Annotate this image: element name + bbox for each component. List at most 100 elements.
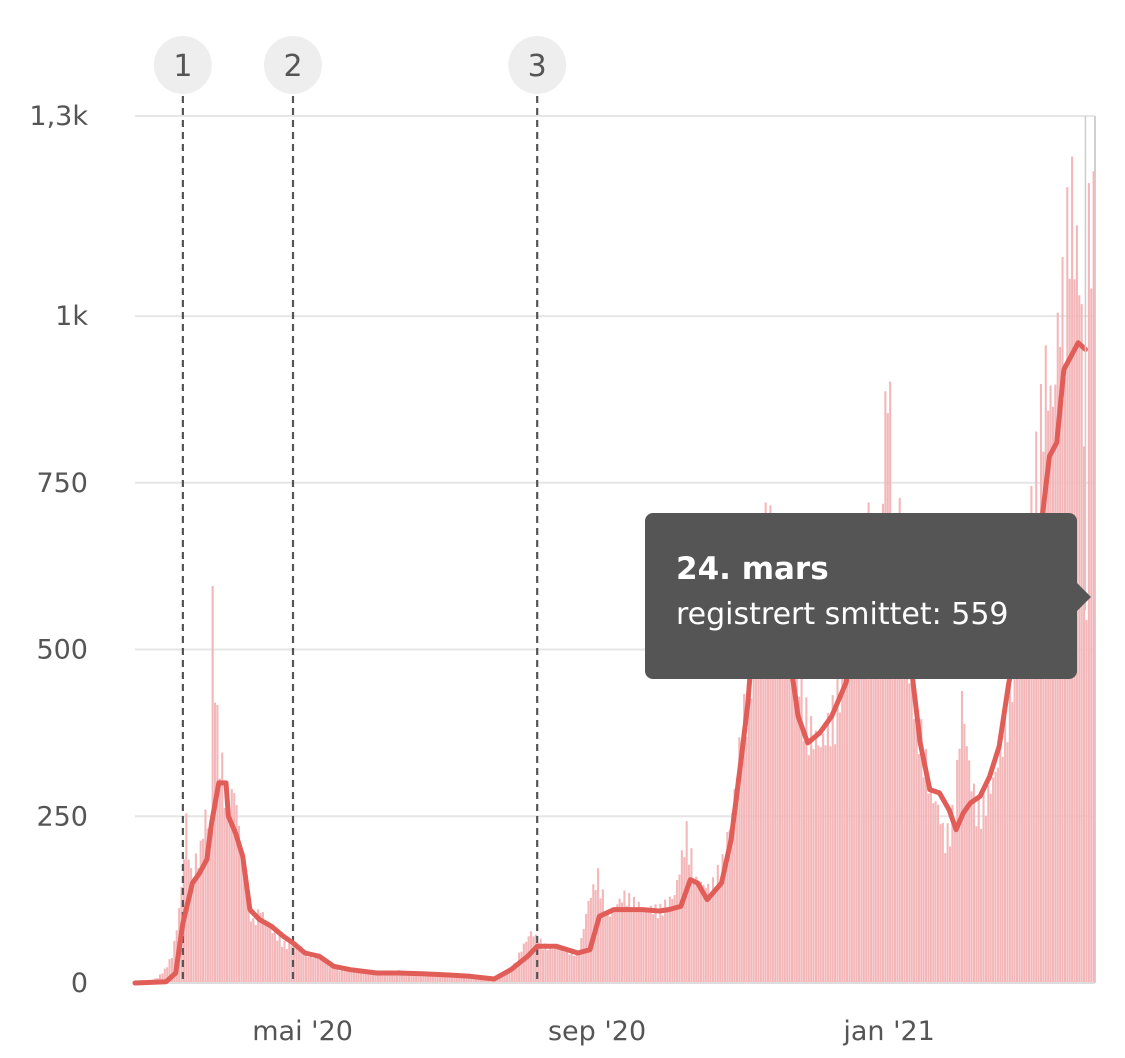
bar [929,786,932,983]
bar [393,970,396,983]
bar [249,921,252,983]
bar [436,973,439,983]
bar [716,864,719,983]
bar [913,719,916,983]
marker-circle [508,36,567,94]
bar [740,748,743,983]
bar [886,413,889,984]
bar [271,933,274,983]
y-axis-ticks: 0 250 500 750 1k 1,3k [29,101,88,999]
bar [664,899,667,983]
bar [846,652,849,983]
bar [707,883,710,983]
bar [946,823,949,983]
bar [994,771,997,983]
bar [723,859,727,983]
bar [855,621,858,983]
bar [905,623,908,983]
bar [874,587,877,983]
bar [879,538,882,983]
bar [630,911,633,983]
bar [233,793,236,983]
bar [604,913,607,983]
bar [441,973,444,983]
bar [865,594,868,983]
bar [836,676,839,983]
bar [314,953,317,983]
bar [817,745,820,983]
bar [625,905,628,983]
bar [661,915,664,983]
bar [206,828,209,983]
bar [609,916,612,983]
marker-label: 3 [528,49,547,84]
bar [254,925,257,983]
bar [1092,171,1095,983]
bar [223,807,226,983]
tooltip: 24. mars registrert smittet: 559 [645,513,1091,679]
bar [884,391,887,983]
bar [367,971,370,983]
bar [908,683,911,983]
bar [611,907,614,983]
bar [561,948,564,983]
bar [853,595,856,983]
bar [939,824,942,983]
bar [965,746,968,983]
bar [711,877,715,983]
bar [731,812,734,983]
bar [218,778,221,983]
bar [620,902,624,983]
bar [498,975,501,983]
bar [628,893,631,983]
bar [972,783,975,983]
bar [446,973,449,983]
bar [546,950,549,983]
bar [544,943,547,983]
bar [1047,410,1050,983]
bar [235,805,238,983]
bar [470,976,473,983]
bar [158,974,162,983]
bar [307,956,310,983]
bar [395,972,399,983]
bar [381,972,384,983]
bar [575,950,578,983]
bar [992,777,995,983]
bar [891,555,894,983]
bar [288,943,291,983]
bar [925,748,928,983]
bar [831,695,834,983]
y-tick-label: 1k [55,301,88,332]
bar [903,556,906,983]
bar [295,942,298,983]
bar [422,973,425,983]
bar [252,918,255,983]
bar [451,973,454,983]
event-markers: 1 2 3 [153,36,567,983]
bar [374,973,377,983]
bar [869,548,873,983]
bar [563,951,566,983]
bar [970,791,973,983]
bar [822,733,825,983]
bar [192,884,195,983]
bar [807,755,810,983]
bar [987,785,990,983]
bar [654,904,657,983]
bar [755,600,758,983]
bar [642,907,645,983]
bar [881,503,885,983]
bar [683,857,686,983]
bar [474,976,478,983]
bar [166,967,169,983]
bar [553,946,557,983]
bar [826,712,829,983]
bar [403,970,406,983]
bar [1025,526,1028,983]
x-tick-label: mai '20 [252,1016,353,1047]
bar [697,887,700,983]
bar [343,971,346,983]
bar [656,918,659,983]
bar [688,864,691,983]
